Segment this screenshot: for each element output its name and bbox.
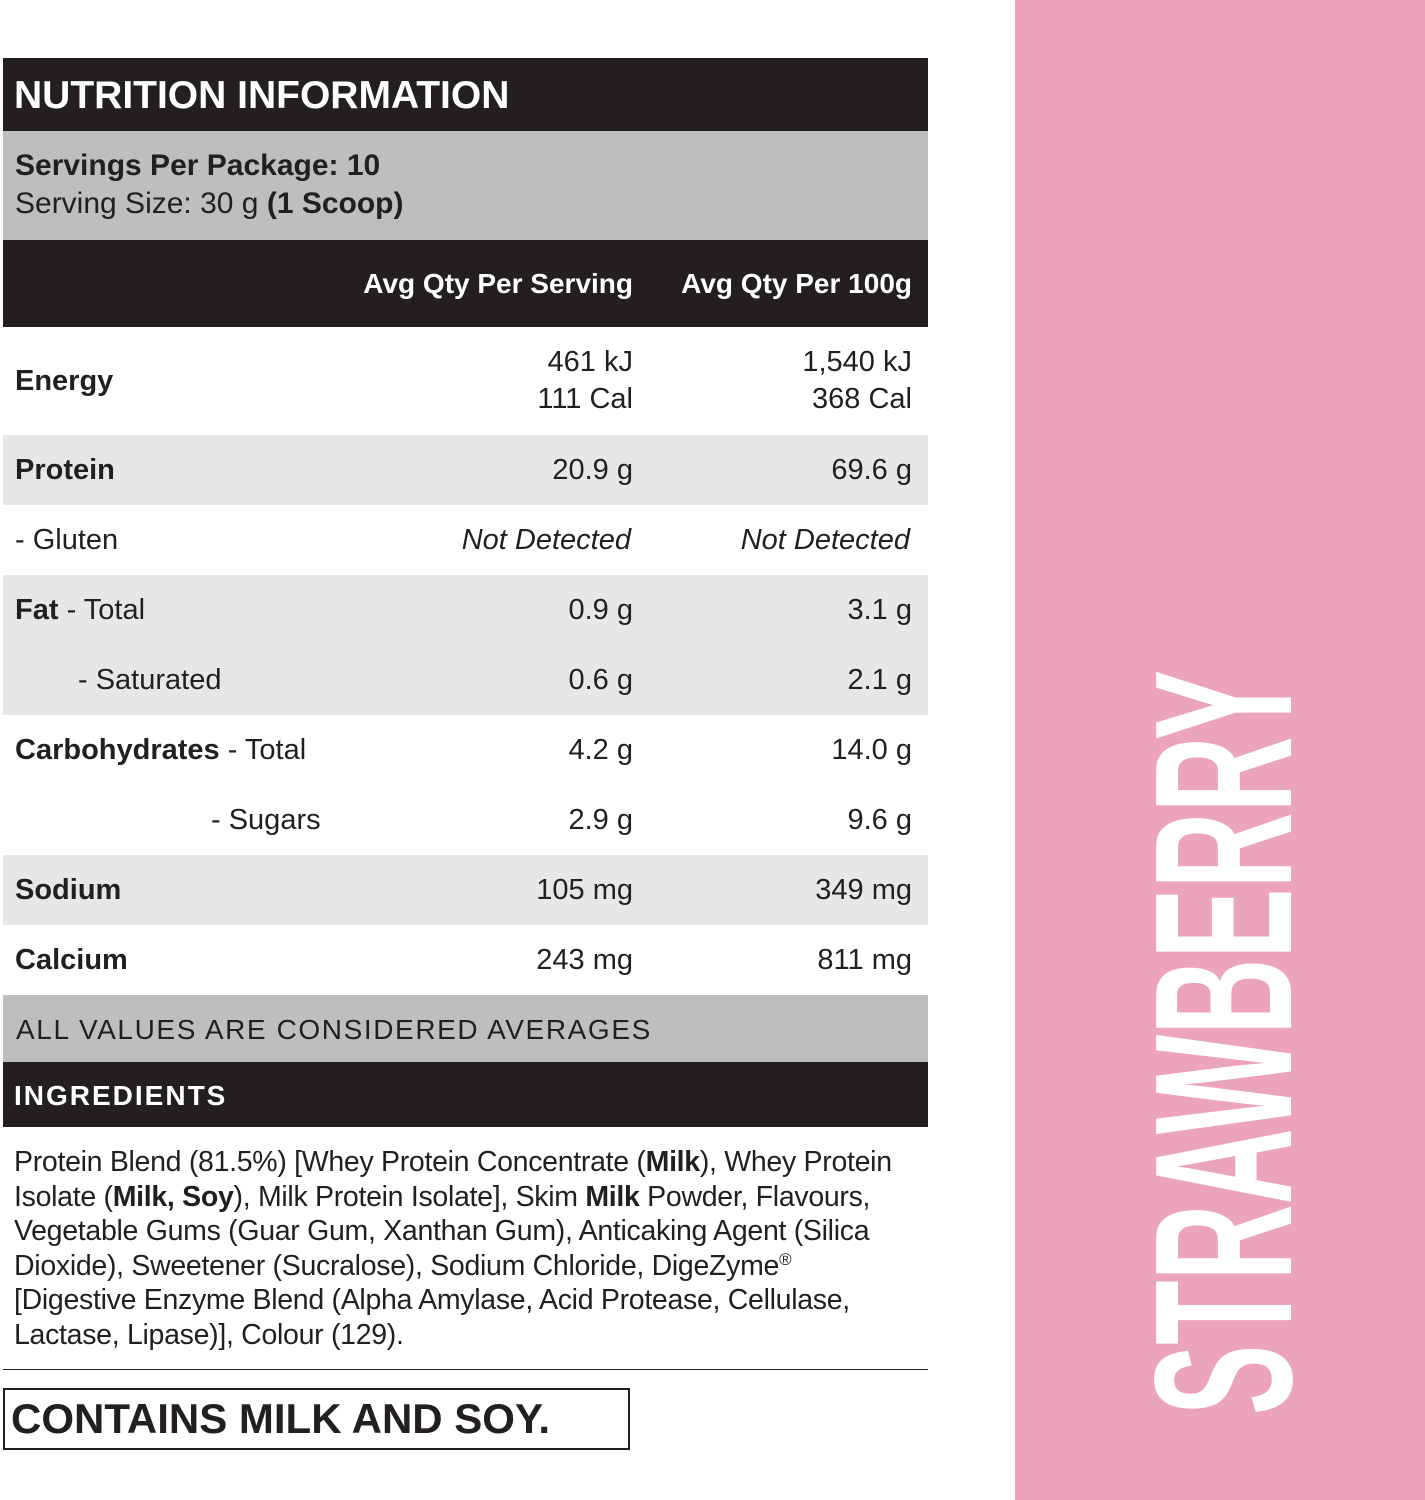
value: 14.0 g [831,733,912,766]
ingredient-segment: [Digestive Enzyme Blend (Alpha Amylase, … [14,1284,850,1351]
value: 20.9 g [552,453,633,486]
cell: 1,540 kJ 368 Cal [802,327,912,435]
ingredients-text: Protein Blend (81.5%) [Whey Protein Conc… [14,1145,919,1353]
value: 111 Cal [537,383,633,415]
ingredient-segment: Milk, Soy [112,1180,234,1213]
value: 3.1 g [847,593,913,626]
flavour-panel: STRAWBERRY [1015,0,1425,1500]
ingredients-bar: INGREDIENTS [3,1062,928,1127]
value: Not Detected [461,523,631,556]
row-label: Fat - Total [15,575,145,645]
allergen-statement: CONTAINS MILK AND SOY. [11,1395,551,1442]
cell: 461 kJ 111 Cal [537,327,633,435]
ingredient-segment: Powder, Flavours, Vegetable Gums (Guar G… [14,1180,871,1282]
footnote-bar: ALL VALUES ARE CONSIDERED AVERAGES [3,995,928,1062]
serving-size: Serving Size: 30 g [15,187,259,220]
value: 2.1 g [847,663,913,696]
value: 0.9 g [568,593,634,626]
value: 461 kJ [547,346,633,378]
row-protein: Protein 20.9 g 69.6 g [3,435,928,505]
ingredient-segment: Milk [645,1146,701,1178]
row-energy: Energy 461 kJ 111 Cal 1,540 kJ 368 Cal [3,327,928,435]
value: 811 mg [817,943,912,976]
allergen-box: CONTAINS MILK AND SOY. [3,1388,630,1450]
row-label: - Gluten [15,523,119,556]
ingredient-segment: ), Whey Protein Isolate ( [14,1146,892,1213]
title: NUTRITION INFORMATION [14,74,510,117]
value: 4.2 g [568,733,634,766]
serving-size-line: Serving Size: 30 g (1 Scoop) [15,187,404,221]
ingredient-segment: Milk [585,1180,640,1213]
column-header: Avg Qty Per 100g [681,268,912,299]
value: 105 mg [536,873,633,906]
row-label: Carbohydrates - Total [15,715,306,785]
label-main: Fat [15,593,59,626]
row-carbohydrates: Carbohydrates - Total 4.2 g 14.0 g [3,715,928,785]
row-label: Calcium [15,943,128,976]
label-qualifier: - Total [66,593,146,626]
title-bar: NUTRITION INFORMATION [3,58,928,131]
row-saturated: - Saturated 0.6 g 2.1 g [3,645,928,715]
row-label: Protein [15,453,115,486]
column-header-bar: Avg Qty Per Serving Avg Qty Per 100g [3,240,928,327]
value: Not Detected [740,523,910,556]
row-label: - Sugars [211,803,321,836]
row-calcium: Calcium 243 mg 811 mg [3,925,928,995]
ingredient-segment: Protein Blend (81.5%) [Whey Protein Conc… [14,1146,646,1178]
row-label: Energy [15,364,114,397]
row-fat: Fat - Total 0.9 g 3.1 g [3,575,928,645]
column-header: Avg Qty Per Serving [363,268,633,299]
label-qualifier: - Total [227,733,307,766]
value: 9.6 g [847,803,913,836]
servings-per-package: Servings Per Package: 10 [15,149,381,182]
value: 2.9 g [568,803,634,836]
row-sugars: - Sugars 2.9 g 9.6 g [3,785,928,855]
value: 368 Cal [812,383,912,415]
row-label: - Saturated [78,663,222,696]
flavour: STRAWBERRY [1114,670,1333,1415]
panel-background [1015,0,1425,1500]
ingredients-title: INGREDIENTS [14,1080,228,1111]
fat-band [3,575,928,715]
value: 69.6 g [831,453,912,486]
serving-size-note: (1 Scoop) [266,187,404,220]
row-sodium: Sodium 105 mg 349 mg [3,855,928,925]
row-label: Sodium [15,873,122,906]
divider [3,1369,928,1370]
value: 243 mg [536,943,633,976]
value: 349 mg [815,873,912,906]
label-main: Carbohydrates [15,733,220,766]
value: 0.6 g [568,663,634,696]
ingredient-segment: ), Milk Protein Isolate], Skim [233,1180,586,1213]
row-gluten: - Gluten Not Detected Not Detected [3,505,928,575]
ingredient-segment: ® [779,1249,792,1269]
value: 1,540 kJ [802,346,912,378]
servings-bar: Servings Per Package: 10 Serving Size: 3… [3,131,928,240]
footnote: ALL VALUES ARE CONSIDERED AVERAGES [16,1014,652,1045]
